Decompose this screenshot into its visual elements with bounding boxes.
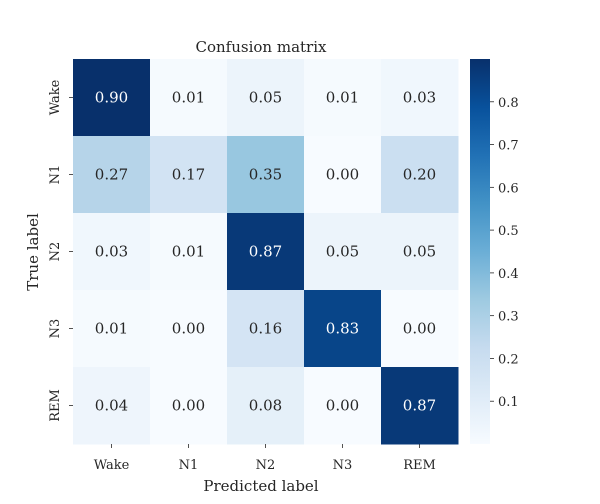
- heatmap-cell: [150, 213, 228, 291]
- y-tick-label: Wake: [48, 79, 63, 115]
- colorbar: [470, 59, 490, 444]
- x-tick-label: N3: [333, 458, 353, 473]
- heatmap-cell-value: 0.00: [172, 320, 205, 338]
- heatmap-cell-value: 0.03: [403, 89, 436, 107]
- y-tick-label: N1: [48, 165, 63, 185]
- y-axis-ticks: Wake N1 N2 N3 REM: [48, 79, 73, 422]
- heatmap-cell-value: 0.35: [249, 166, 282, 184]
- heatmap-cell: [227, 367, 305, 445]
- chart-title: Confusion matrix: [196, 38, 327, 56]
- heatmap-cell: [227, 136, 305, 214]
- heatmap-cell: [150, 59, 228, 137]
- heatmap-cell: [227, 59, 305, 137]
- heatmap-cell: [381, 213, 459, 291]
- colorbar-tick-label: 0.1: [498, 395, 519, 410]
- colorbar-tick-label: 0.3: [498, 310, 519, 325]
- heatmap-cell-value: 0.04: [95, 397, 128, 415]
- heatmap-cell-value: 0.05: [326, 243, 359, 261]
- heatmap-cell: [227, 213, 305, 291]
- heatmap-cell: [304, 136, 382, 214]
- heatmap-cell-value: 0.90: [95, 89, 128, 107]
- heatmap-cell: [73, 367, 151, 445]
- heatmap-cell-value: 0.08: [249, 397, 282, 415]
- colorbar-tick-label: 0.5: [498, 224, 519, 239]
- colorbar-tick-label: 0.6: [498, 181, 519, 196]
- heatmap-cell-value: 0.03: [95, 243, 128, 261]
- heatmap-cell-value: 0.87: [249, 243, 282, 261]
- heatmap-cell: [227, 290, 305, 368]
- heatmap-cell-value: 0.05: [249, 89, 282, 107]
- heatmap-cell-value: 0.01: [95, 320, 128, 338]
- heatmap-cells: [73, 59, 459, 445]
- heatmap-cell-value: 0.05: [403, 243, 436, 261]
- heatmap-cell: [304, 290, 382, 368]
- heatmap-cell: [73, 213, 151, 291]
- x-tick-label: Wake: [94, 458, 130, 473]
- heatmap-cell: [150, 290, 228, 368]
- heatmap-cell-value: 0.87: [403, 397, 436, 415]
- heatmap-cell: [150, 367, 228, 445]
- heatmap-cell: [381, 367, 459, 445]
- x-tick-label: N2: [256, 458, 276, 473]
- heatmap-cell: [304, 59, 382, 137]
- heatmap-cell-labels: 0.90 0.01 0.05 0.01 0.03 0.27 0.17 0.35 0.00 0.20…: [95, 89, 436, 415]
- y-axis-label: True label: [24, 213, 42, 291]
- colorbar-tick-label: 0.4: [498, 267, 519, 282]
- y-tick-label: REM: [48, 389, 63, 422]
- heatmap-cell-value: 0.01: [326, 89, 359, 107]
- heatmap-cell-value: 0.16: [249, 320, 282, 338]
- heatmap-cell: [381, 290, 459, 368]
- heatmap-cell: [73, 136, 151, 214]
- heatmap-cell-value: 0.00: [326, 166, 359, 184]
- y-tick-label: N2: [48, 242, 63, 262]
- y-tick-label: N3: [48, 319, 63, 339]
- heatmap-cell: [304, 213, 382, 291]
- heatmap-cell: [73, 59, 151, 137]
- x-axis-label: Predicted label: [203, 477, 318, 495]
- heatmap-cell: [304, 367, 382, 445]
- heatmap-cell-value: 0.83: [326, 320, 359, 338]
- heatmap-cell-value: 0.20: [403, 166, 436, 184]
- x-axis-ticks: Wake N1 N2 N3 REM: [94, 444, 436, 473]
- heatmap-cell-value: 0.00: [403, 320, 436, 338]
- heatmap-cell-value: 0.01: [172, 243, 205, 261]
- heatmap-cell-value: 0.00: [326, 397, 359, 415]
- heatmap-cell: [381, 136, 459, 214]
- heatmap-cell-value: 0.27: [95, 166, 128, 184]
- heatmap-cell: [73, 290, 151, 368]
- colorbar-tick-label: 0.2: [498, 352, 519, 367]
- heatmap-cell: [381, 59, 459, 137]
- colorbar-tick-label: 0.8: [498, 96, 519, 111]
- x-tick-label: REM: [403, 458, 436, 473]
- colorbar-tick-label: 0.7: [498, 139, 519, 154]
- x-tick-label: N1: [179, 458, 199, 473]
- heatmap-cell-value: 0.00: [172, 397, 205, 415]
- colorbar-ticks: 0.1 0.2 0.3 0.4 0.5 0.6 0.7 0.8: [490, 96, 519, 410]
- heatmap-cell-value: 0.17: [172, 166, 205, 184]
- heatmap-cell-value: 0.01: [172, 89, 205, 107]
- heatmap-cell: [150, 136, 228, 214]
